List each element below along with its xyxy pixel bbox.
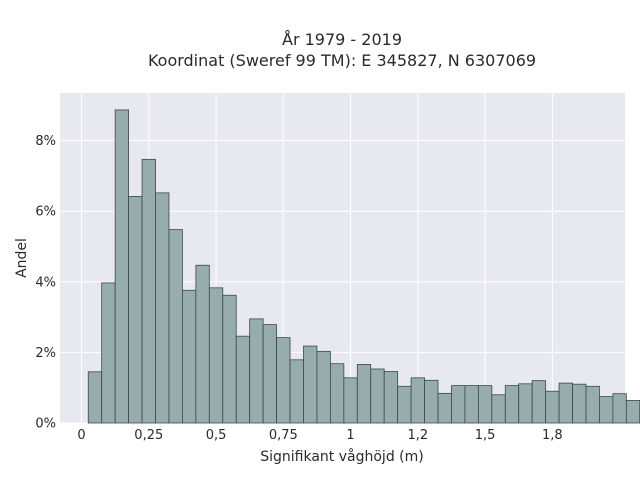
histogram-bar	[585, 385, 600, 424]
y-axis-ticks: 0% 2% 4% 6% 8%	[35, 134, 56, 431]
y-tick-label: 4%	[35, 275, 56, 290]
histogram-bar	[545, 390, 560, 424]
histogram-bar	[329, 363, 345, 424]
histogram-bar	[222, 294, 237, 424]
histogram-bar	[599, 396, 614, 424]
x-tick-label: 0,25	[134, 428, 163, 443]
histogram-bar	[612, 393, 627, 424]
histogram-bar	[303, 345, 318, 424]
histogram-bar	[262, 324, 277, 424]
histogram-bar	[276, 337, 291, 424]
histogram-bar	[383, 371, 399, 424]
x-tick-label: 0,5	[206, 428, 227, 443]
histogram-bar	[451, 385, 466, 424]
histogram-bar	[370, 368, 385, 424]
y-tick-label: 2%	[35, 346, 56, 361]
y-tick-label: 8%	[35, 134, 56, 149]
histogram-bar	[491, 394, 506, 424]
histogram-bar	[208, 287, 224, 424]
histogram-bar	[572, 383, 587, 424]
histogram-bar	[356, 364, 372, 424]
histogram-bar	[437, 392, 452, 424]
histogram-bar	[477, 385, 493, 424]
histogram-bar	[397, 385, 412, 424]
histogram-bar	[343, 377, 358, 424]
x-tick-label: 1,8	[542, 428, 563, 443]
histogram-bar	[195, 264, 210, 424]
histogram-bar	[410, 377, 425, 424]
histogram-bar	[168, 229, 183, 424]
chart-title-line1: År 1979 - 2019	[282, 30, 402, 49]
histogram-bar	[531, 380, 547, 424]
y-axis-label: Andel	[14, 238, 30, 278]
histogram-bar	[101, 282, 116, 424]
histogram-bar	[114, 109, 130, 424]
histogram-bar	[249, 318, 264, 424]
x-tick-label: 0	[77, 428, 85, 443]
y-tick-label: 6%	[35, 205, 56, 220]
histogram-bar	[316, 350, 331, 424]
histogram-bar	[182, 289, 197, 424]
x-tick-label: 1	[346, 428, 354, 443]
y-tick-label: 0%	[35, 417, 56, 432]
x-tick-label: 1,2	[407, 428, 428, 443]
histogram-bar	[87, 371, 103, 424]
chart-title-line2: Koordinat (Sweref 99 TM): E 345827, N 63…	[148, 51, 536, 70]
histogram-bar	[235, 335, 251, 424]
histogram-bar	[558, 382, 573, 424]
histogram-bar	[424, 379, 439, 424]
histogram-bar	[464, 385, 479, 424]
histogram-bar	[141, 158, 156, 424]
histogram-bar	[155, 192, 170, 424]
histogram-bar	[518, 383, 533, 424]
histogram-bar	[504, 385, 520, 424]
histogram-bar	[625, 400, 640, 424]
x-tick-label: 1,5	[475, 428, 496, 443]
x-axis-ticks: 0 0,25 0,5 0,75 1 1,2 1,5 1,8	[77, 428, 562, 443]
histogram-bars	[87, 109, 640, 424]
histogram-bar	[289, 359, 304, 424]
histogram-bar	[128, 196, 143, 424]
x-tick-label: 0,75	[269, 428, 298, 443]
x-axis-label: Signifikant våghöjd (m)	[260, 448, 423, 465]
